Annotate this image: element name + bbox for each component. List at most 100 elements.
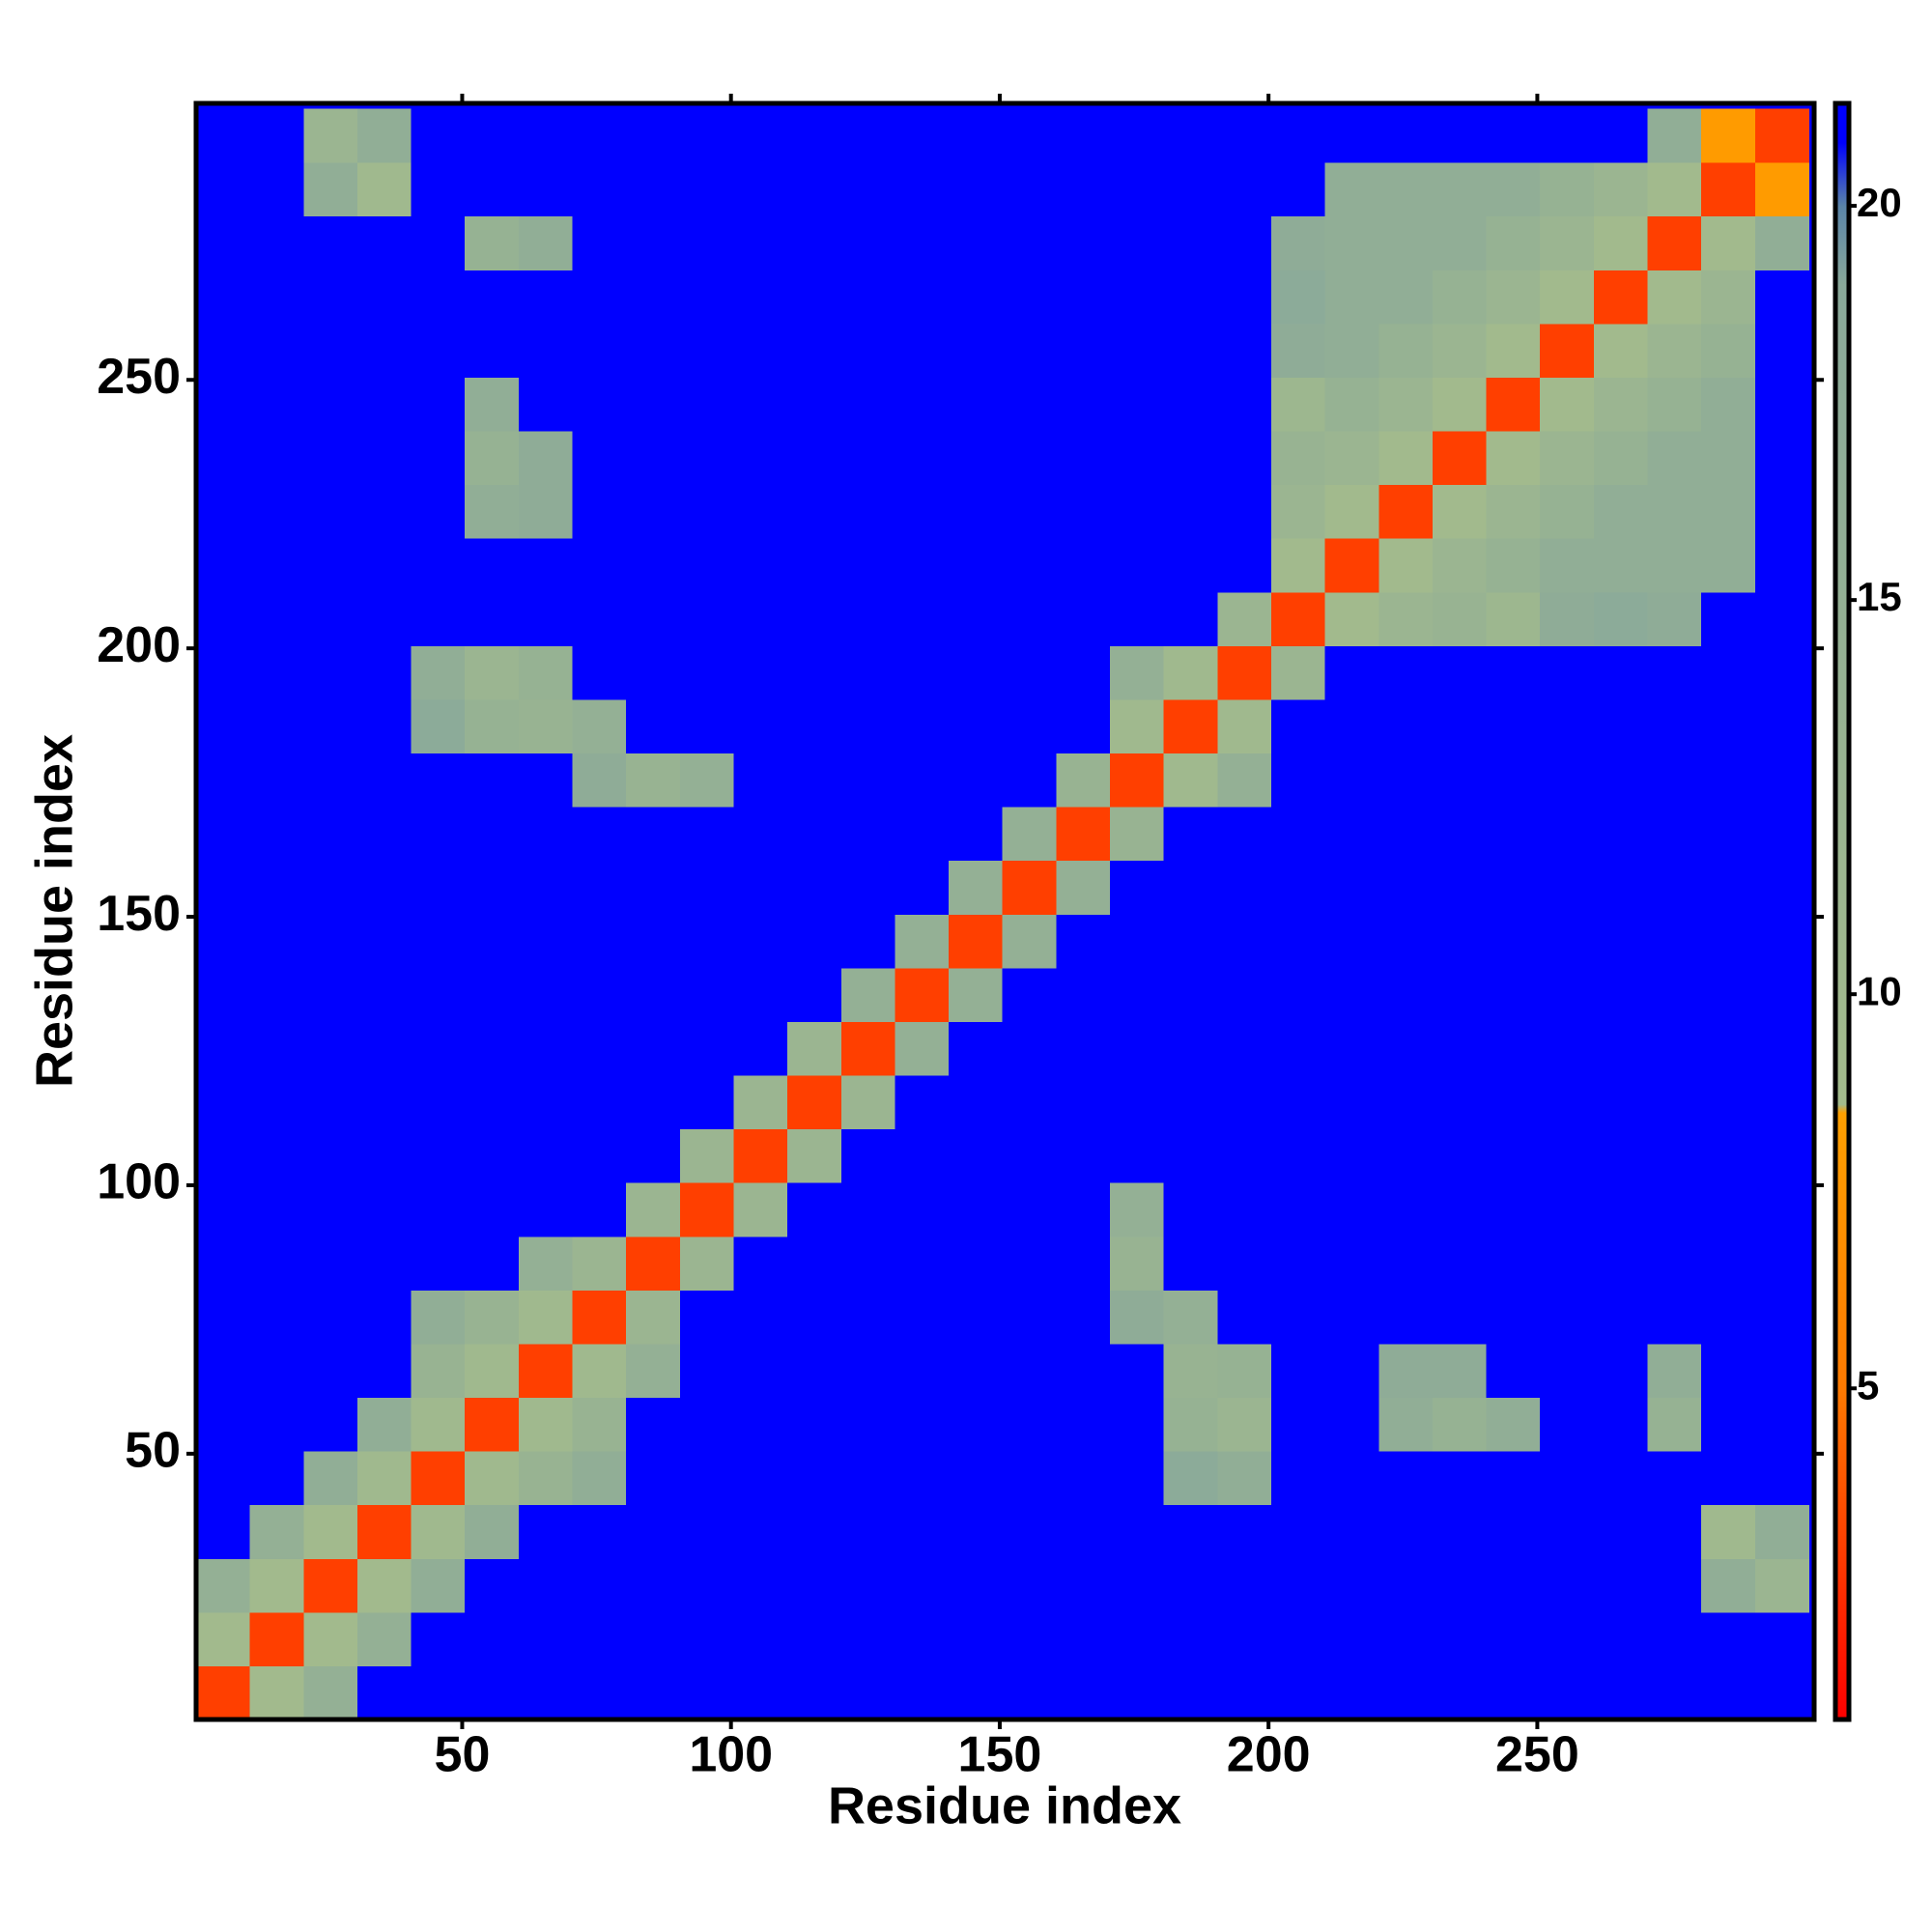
- heatmap-cell: [411, 914, 466, 969]
- heatmap-cell: [1270, 914, 1326, 969]
- heatmap-cell: [626, 1558, 681, 1613]
- heatmap-cell: [1163, 1182, 1218, 1237]
- heatmap-cell: [840, 753, 895, 808]
- heatmap-cell: [518, 431, 574, 486]
- heatmap-cell: [1540, 377, 1595, 432]
- heatmap-cell: [356, 914, 412, 969]
- colorbar-segment: [1835, 284, 1849, 1105]
- heatmap-cell: [303, 538, 358, 593]
- heatmap-cell: [249, 270, 304, 325]
- heatmap-cell: [1540, 753, 1595, 808]
- heatmap-cell: [1270, 967, 1326, 1022]
- heatmap-cell: [1378, 914, 1434, 969]
- heatmap-cell: [1647, 1397, 1702, 1452]
- heatmap-cell: [303, 914, 358, 969]
- heatmap-cell: [1754, 753, 1809, 808]
- heatmap-cell: [1647, 753, 1702, 808]
- heatmap-cell: [1647, 1128, 1702, 1183]
- heatmap-cell: [196, 377, 251, 432]
- heatmap-cell: [840, 215, 895, 270]
- heatmap-cell: [679, 270, 734, 325]
- heatmap-cell: [1432, 591, 1488, 646]
- heatmap-cell: [1701, 1451, 1756, 1506]
- heatmap-cell: [1486, 323, 1541, 378]
- heatmap-cell: [787, 377, 842, 432]
- heatmap-cell: [1002, 1182, 1057, 1237]
- heatmap-cell: [1486, 753, 1541, 808]
- heatmap-cell: [1002, 1397, 1057, 1452]
- heatmap-cell: [1432, 645, 1488, 700]
- heatmap-cell: [626, 377, 681, 432]
- heatmap-cell: [1270, 108, 1326, 163]
- heatmap-cell: [1540, 698, 1595, 754]
- heatmap-cell: [1432, 270, 1488, 325]
- heatmap-cell: [196, 431, 251, 486]
- heatmap-cell: [572, 1558, 627, 1613]
- heatmap-cell: [840, 1611, 895, 1666]
- heatmap-cell: [303, 484, 358, 539]
- heatmap-cell: [249, 1182, 304, 1237]
- heatmap-cell: [787, 1504, 842, 1559]
- heatmap-cell: [949, 1343, 1004, 1399]
- heatmap-cell: [840, 1397, 895, 1452]
- heatmap-cell: [1270, 1182, 1326, 1237]
- heatmap-cell: [1056, 215, 1111, 270]
- heatmap-cell: [626, 753, 681, 808]
- heatmap-cell: [572, 377, 627, 432]
- heatmap-cell: [949, 1290, 1004, 1345]
- heatmap-cell: [572, 538, 627, 593]
- heatmap-cell: [356, 377, 412, 432]
- heatmap-cell: [1217, 1558, 1272, 1613]
- heatmap-cell: [1110, 1665, 1165, 1720]
- heatmap-cell: [1647, 645, 1702, 700]
- heatmap-cell: [1647, 162, 1702, 217]
- heatmap-cell: [356, 215, 412, 270]
- heatmap-cell: [1163, 1236, 1218, 1291]
- heatmap-cell: [411, 1075, 466, 1130]
- heatmap-cell: [1163, 698, 1218, 754]
- heatmap-cell: [1163, 1397, 1218, 1452]
- heatmap-cell: [895, 1021, 950, 1076]
- heatmap-cell: [1002, 1236, 1057, 1291]
- heatmap-cell: [518, 484, 574, 539]
- heatmap-cell: [679, 698, 734, 754]
- heatmap-cell: [1540, 1236, 1595, 1291]
- heatmap-cell: [1647, 1611, 1702, 1666]
- heatmap-cell: [572, 323, 627, 378]
- heatmap-cell: [679, 1021, 734, 1076]
- heatmap-cell: [1432, 1075, 1488, 1130]
- heatmap-cell: [1056, 1665, 1111, 1720]
- heatmap-cell: [1701, 1665, 1756, 1720]
- heatmap-cell: [1110, 1611, 1165, 1666]
- heatmap-cell: [465, 860, 520, 915]
- heatmap-cell: [840, 270, 895, 325]
- heatmap-cell: [1432, 1182, 1488, 1237]
- heatmap-cell: [1593, 1504, 1648, 1559]
- heatmap-cell: [196, 1558, 251, 1613]
- heatmap-cell: [1701, 484, 1756, 539]
- heatmap-cell: [196, 1343, 251, 1399]
- heatmap-cell: [1647, 377, 1702, 432]
- heatmap-cell: [356, 538, 412, 593]
- heatmap-cell: [1432, 914, 1488, 969]
- heatmap-cell: [840, 1182, 895, 1237]
- heatmap-cell: [1754, 1665, 1809, 1720]
- heatmap-cell: [356, 1451, 412, 1506]
- heatmap-cell: [1270, 1021, 1326, 1076]
- heatmap-cell: [1540, 215, 1595, 270]
- heatmap-cell: [1754, 1558, 1809, 1613]
- heatmap-cell: [679, 1504, 734, 1559]
- heatmap-cell: [840, 967, 895, 1022]
- heatmap-cell: [1593, 1558, 1648, 1613]
- heatmap-cell: [626, 162, 681, 217]
- heatmap-cell: [356, 323, 412, 378]
- heatmap-cell: [303, 1182, 358, 1237]
- heatmap-cell: [626, 1021, 681, 1076]
- heatmap-cell: [249, 1504, 304, 1559]
- colorbar-tick-label: 5: [1857, 1362, 1879, 1407]
- heatmap-cell: [895, 1558, 950, 1613]
- heatmap-cell: [518, 1665, 574, 1720]
- heatmap-cell: [1754, 698, 1809, 754]
- heatmap-cell: [1270, 270, 1326, 325]
